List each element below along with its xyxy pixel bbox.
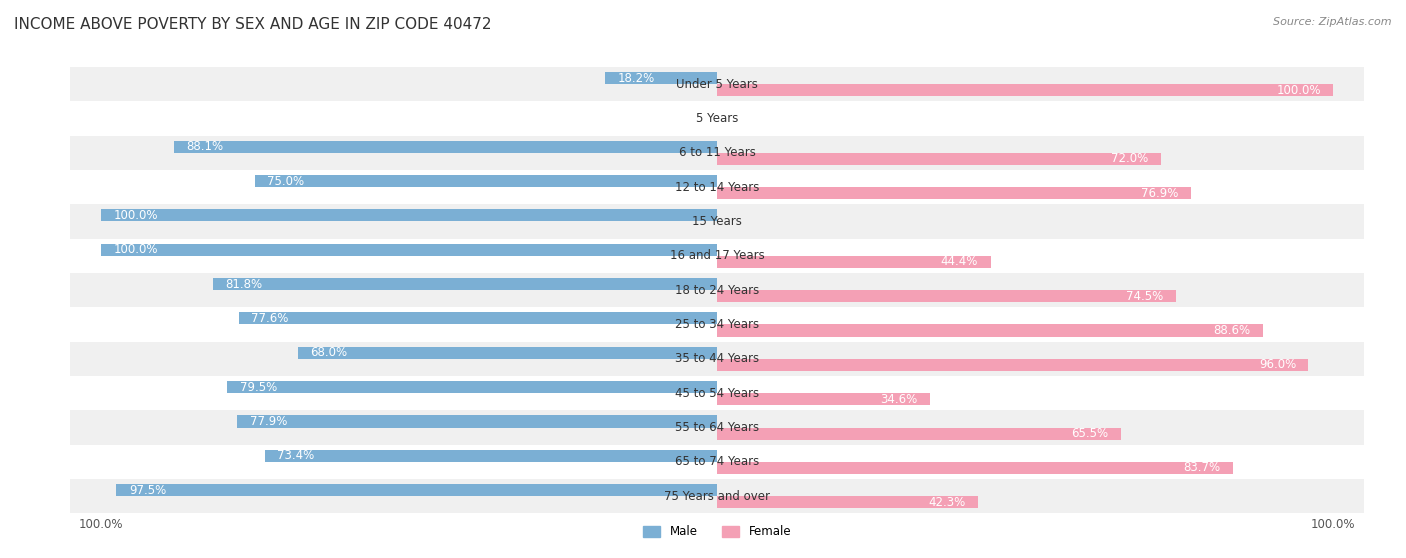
Bar <box>214 278 717 290</box>
Text: 25 to 34 Years: 25 to 34 Years <box>675 318 759 331</box>
Text: 73.4%: 73.4% <box>277 449 315 463</box>
Bar <box>238 416 717 427</box>
Text: 16 and 17 Years: 16 and 17 Years <box>669 249 765 262</box>
Text: Under 5 Years: Under 5 Years <box>676 78 758 90</box>
Text: INCOME ABOVE POVERTY BY SEX AND AGE IN ZIP CODE 40472: INCOME ABOVE POVERTY BY SEX AND AGE IN Z… <box>14 17 492 32</box>
Text: 77.9%: 77.9% <box>249 415 287 428</box>
Text: 75 Years and over: 75 Years and over <box>664 490 770 503</box>
Bar <box>70 445 1364 479</box>
Text: 97.5%: 97.5% <box>129 484 166 497</box>
Text: 42.3%: 42.3% <box>928 496 966 509</box>
Bar <box>101 244 717 256</box>
Bar <box>717 462 1233 474</box>
Text: 5 Years: 5 Years <box>696 112 738 125</box>
Bar <box>717 427 1121 440</box>
Bar <box>70 273 1364 307</box>
Text: 96.0%: 96.0% <box>1258 358 1296 371</box>
Bar <box>70 67 1364 102</box>
Bar <box>228 381 717 393</box>
Bar <box>717 256 991 268</box>
Bar <box>70 136 1364 170</box>
Bar <box>605 72 717 84</box>
Text: 6 to 11 Years: 6 to 11 Years <box>679 146 755 159</box>
Bar <box>70 307 1364 341</box>
Text: 77.6%: 77.6% <box>252 312 288 325</box>
Text: 72.0%: 72.0% <box>1111 152 1149 165</box>
Bar <box>717 359 1309 371</box>
Bar <box>101 209 717 222</box>
Legend: Male, Female: Male, Female <box>638 521 796 543</box>
Text: 12 to 14 Years: 12 to 14 Years <box>675 181 759 194</box>
Text: 100.0%: 100.0% <box>1277 84 1320 97</box>
Text: 75.0%: 75.0% <box>267 175 305 187</box>
Bar <box>717 153 1160 165</box>
Text: 18 to 24 Years: 18 to 24 Years <box>675 283 759 297</box>
Bar <box>70 410 1364 445</box>
Text: 74.5%: 74.5% <box>1126 290 1164 302</box>
Bar <box>717 84 1333 96</box>
Bar <box>717 496 977 508</box>
Bar <box>70 204 1364 239</box>
Bar <box>70 479 1364 513</box>
Text: 34.6%: 34.6% <box>880 393 918 406</box>
Text: 88.6%: 88.6% <box>1213 324 1250 337</box>
Text: 35 to 44 Years: 35 to 44 Years <box>675 352 759 365</box>
Bar <box>254 175 717 187</box>
Bar <box>717 290 1175 302</box>
Text: 45 to 54 Years: 45 to 54 Years <box>675 387 759 400</box>
Text: 44.4%: 44.4% <box>941 256 979 268</box>
Bar <box>717 325 1263 336</box>
Text: 76.9%: 76.9% <box>1142 187 1178 200</box>
Text: 79.5%: 79.5% <box>239 381 277 393</box>
Bar <box>70 341 1364 376</box>
Bar <box>117 484 717 496</box>
Text: Source: ZipAtlas.com: Source: ZipAtlas.com <box>1274 17 1392 27</box>
Bar <box>70 170 1364 204</box>
Text: 83.7%: 83.7% <box>1184 461 1220 474</box>
Bar <box>70 376 1364 410</box>
Text: 18.2%: 18.2% <box>617 71 655 85</box>
Text: 100.0%: 100.0% <box>114 209 157 222</box>
Text: 55 to 64 Years: 55 to 64 Years <box>675 421 759 434</box>
Bar <box>70 102 1364 136</box>
Bar <box>717 187 1191 199</box>
Bar <box>239 312 717 325</box>
Bar <box>174 141 717 153</box>
Text: 65 to 74 Years: 65 to 74 Years <box>675 455 759 468</box>
Bar <box>264 450 717 462</box>
Text: 15 Years: 15 Years <box>692 215 742 228</box>
Bar <box>70 239 1364 273</box>
Bar <box>298 347 717 359</box>
Text: 68.0%: 68.0% <box>311 347 347 359</box>
Text: 65.5%: 65.5% <box>1071 427 1108 440</box>
Bar <box>717 393 931 405</box>
Text: 100.0%: 100.0% <box>114 243 157 256</box>
Text: 81.8%: 81.8% <box>225 278 263 291</box>
Text: 88.1%: 88.1% <box>187 140 224 153</box>
